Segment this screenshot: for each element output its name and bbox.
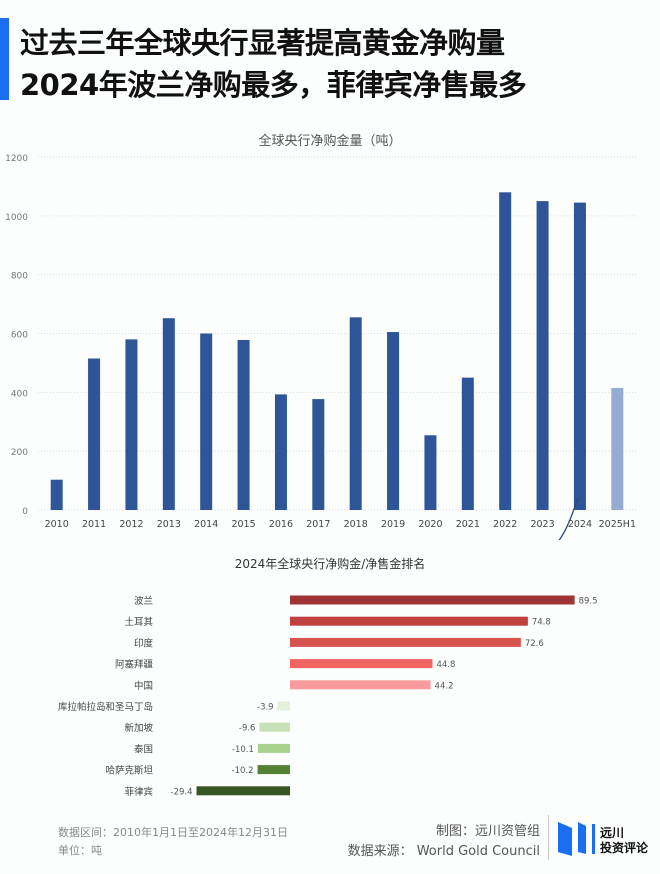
y-tick-label: 0 bbox=[22, 507, 28, 517]
x-tick-label: 2022 bbox=[493, 519, 517, 530]
y-tick-label: 1200 bbox=[5, 154, 28, 164]
data-label: -10.2 bbox=[232, 766, 254, 776]
data-label: 44.2 bbox=[435, 681, 454, 691]
x-tick-label: 2025H1 bbox=[599, 519, 636, 530]
chart-title: 全球央行净购金量（吨） bbox=[258, 133, 401, 149]
unit-note: 单位：吨 bbox=[58, 844, 102, 857]
bar-2020 bbox=[424, 435, 437, 510]
svg-text:投资评论: 投资评论 bbox=[600, 840, 649, 855]
data-label: -29.4 bbox=[171, 787, 193, 797]
x-tick-label: 2021 bbox=[456, 519, 480, 530]
bar-2019 bbox=[387, 332, 400, 510]
x-tick-label: 2015 bbox=[231, 519, 255, 530]
data-label: -10.1 bbox=[232, 745, 254, 755]
bar-2023 bbox=[536, 201, 549, 510]
bar-2018 bbox=[349, 317, 362, 510]
maker: 制图：远川资管组 bbox=[435, 824, 540, 839]
x-tick-label: 2016 bbox=[269, 519, 293, 530]
bar-2011 bbox=[88, 358, 101, 510]
bar-菲律宾 bbox=[196, 786, 290, 796]
x-tick-label: 2012 bbox=[119, 519, 143, 530]
x-tick-label: 2010 bbox=[45, 519, 69, 530]
x-tick-label: 2023 bbox=[530, 519, 554, 530]
x-tick-label: 2018 bbox=[344, 519, 368, 530]
category-label: 阿塞拜疆 bbox=[115, 659, 154, 671]
y-tick-label: 1000 bbox=[5, 213, 28, 223]
bar-2022 bbox=[499, 192, 512, 511]
y-tick-label: 600 bbox=[11, 331, 28, 341]
bar-阿塞拜疆 bbox=[290, 659, 433, 669]
category-label: 哈萨克斯坦 bbox=[105, 765, 153, 777]
headline-line2: 2024年波兰净购最多，菲律宾净售最多 bbox=[20, 68, 527, 102]
x-tick-label: 2013 bbox=[157, 519, 181, 530]
x-tick-label: 2019 bbox=[381, 519, 405, 530]
x-tick-label: 2020 bbox=[418, 519, 442, 530]
divider bbox=[548, 815, 549, 860]
category-label: 印度 bbox=[134, 637, 154, 649]
headline-line1: 过去三年全球央行显著提高黄金净购量 bbox=[20, 26, 505, 60]
source: 数据来源： World Gold Council bbox=[347, 844, 540, 859]
bar-2017 bbox=[312, 399, 325, 510]
bar-哈萨克斯坦 bbox=[257, 765, 290, 775]
y-tick-label: 200 bbox=[11, 448, 28, 458]
annual-net-purchase-chart: 全球央行净购金量（吨） 0 200 400 600 800 1000 1200 2010 2011… bbox=[5, 133, 636, 540]
bar-2016 bbox=[274, 394, 287, 510]
bar-中国 bbox=[290, 680, 431, 690]
title-accent-bar bbox=[0, 18, 9, 100]
bar-库拉帕拉岛和圣马丁岛 bbox=[277, 701, 290, 711]
bar-2015 bbox=[237, 339, 250, 510]
x-tick-label: 2017 bbox=[306, 519, 330, 530]
data-range: 数据区间：2010年1月1日至2024年12月31日 bbox=[58, 826, 288, 839]
bar-2012 bbox=[125, 339, 138, 510]
x-tick-label: 2011 bbox=[82, 519, 106, 530]
category-label: 中国 bbox=[134, 680, 153, 692]
data-label: -3.9 bbox=[257, 703, 274, 713]
category-label: 库拉帕拉岛和圣马丁岛 bbox=[58, 701, 153, 713]
category-label: 波兰 bbox=[134, 595, 153, 607]
category-label: 新加坡 bbox=[124, 722, 153, 734]
svg-text:远川: 远川 bbox=[600, 826, 624, 840]
bar-2024 bbox=[573, 202, 586, 511]
category-label: 土耳其 bbox=[124, 616, 153, 628]
bar-泰国 bbox=[257, 743, 290, 753]
y-tick-label: 800 bbox=[11, 272, 28, 282]
bar-波兰 bbox=[290, 595, 575, 605]
category-label: 菲律宾 bbox=[124, 786, 153, 798]
logo: 远川 投资评论 bbox=[558, 822, 649, 856]
x-tick-label: 2024 bbox=[568, 519, 592, 530]
callout-arrow bbox=[558, 497, 579, 540]
y-tick-label: 400 bbox=[11, 389, 28, 399]
bar-新加坡 bbox=[259, 722, 290, 732]
data-label: 44.8 bbox=[436, 660, 455, 670]
bar-2014 bbox=[200, 333, 213, 510]
bar-印度 bbox=[290, 637, 521, 647]
data-label: -9.6 bbox=[239, 724, 256, 734]
data-label: 74.8 bbox=[532, 618, 551, 628]
bar-2010 bbox=[50, 479, 63, 510]
x-tick-label: 2014 bbox=[194, 519, 218, 530]
chart-title: 2024年全球央行净购金/净售金排名 bbox=[235, 556, 426, 571]
data-label: 72.6 bbox=[525, 639, 544, 649]
data-label: 89.5 bbox=[579, 597, 598, 607]
bar-2025H1 bbox=[611, 387, 624, 510]
bar-2013 bbox=[162, 318, 175, 510]
category-label: 泰国 bbox=[134, 743, 153, 755]
bar-2021 bbox=[461, 377, 474, 510]
bar-土耳其 bbox=[290, 616, 528, 626]
